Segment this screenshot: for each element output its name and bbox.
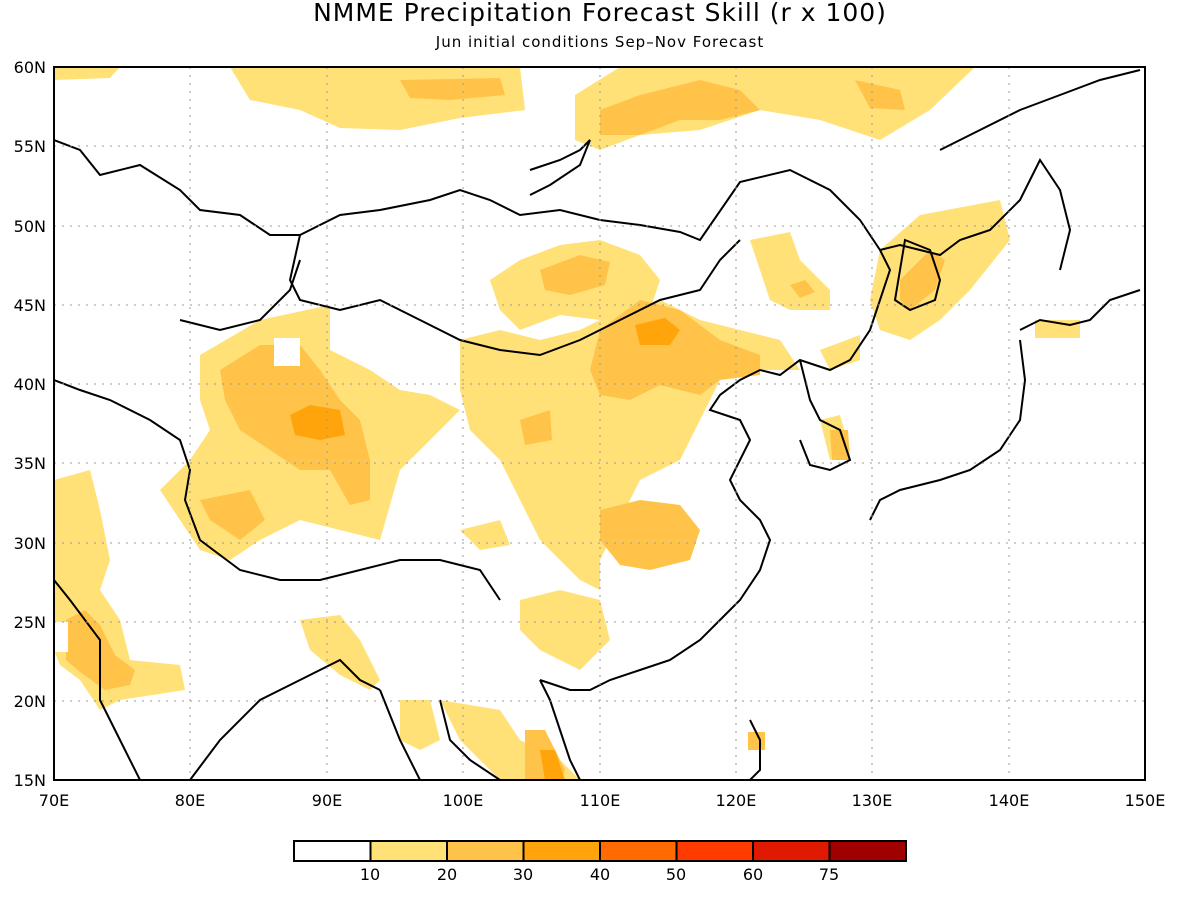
map-subtitle: Jun initial conditions Sep–Nov Forecast [435,33,765,51]
colorbar-swatch [599,840,678,862]
colorbar-boxes [293,840,907,862]
lon-axis: 70E 80E 90E 100E 110E 120E 130E 140E 150… [39,791,1166,810]
skill-shading [54,67,1080,780]
lat-label: 60N [14,58,46,77]
colorbar-swatch [369,840,448,862]
lat-label: 45N [14,296,46,315]
lat-label: 50N [14,217,46,236]
colorbar-swatch [446,840,525,862]
colorbar-swatch [675,840,754,862]
lon-label: 80E [175,791,205,810]
grid [54,67,1145,780]
lon-label: 110E [580,791,621,810]
lat-label: 55N [14,137,46,156]
lon-label: 90E [312,791,342,810]
lon-label: 100E [443,791,484,810]
lat-axis: 60N 55N 50N 45N 40N 35N 30N 25N 20N 15N [14,58,46,790]
colorbar-label: 50 [666,865,686,884]
lon-label: 130E [852,791,893,810]
lon-label: 150E [1125,791,1166,810]
skill-masked-cells [54,338,300,652]
skill-level-30-40 [290,318,680,780]
lat-label: 40N [14,375,46,394]
colorbar-label: 10 [360,865,380,884]
colorbar-label: 75 [819,865,839,884]
lon-label: 140E [989,791,1030,810]
colorbar-swatch [293,840,372,862]
lat-label: 30N [14,534,46,553]
colorbar-swatch [522,840,601,862]
map-title: NMME Precipitation Forecast Skill (r x 1… [313,0,887,27]
colorbar-label: 40 [590,865,610,884]
colorbar-label: 20 [437,865,457,884]
skill-level-20-30 [66,78,945,780]
lon-label: 120E [716,791,757,810]
lat-label: 15N [14,771,46,790]
lat-label: 20N [14,692,46,711]
colorbar-swatch [828,840,907,862]
colorbar-swatch [752,840,831,862]
lon-label: 70E [39,791,69,810]
lat-label: 25N [14,613,46,632]
colorbar-label: 30 [513,865,533,884]
coastlines [54,69,1141,780]
colorbar-label: 60 [743,865,763,884]
colorbar: 10 20 30 40 50 60 75 [293,840,907,884]
map-frame [53,66,1146,781]
lat-label: 35N [14,454,46,473]
colorbar-labels: 10 20 30 40 50 60 75 [360,865,839,884]
